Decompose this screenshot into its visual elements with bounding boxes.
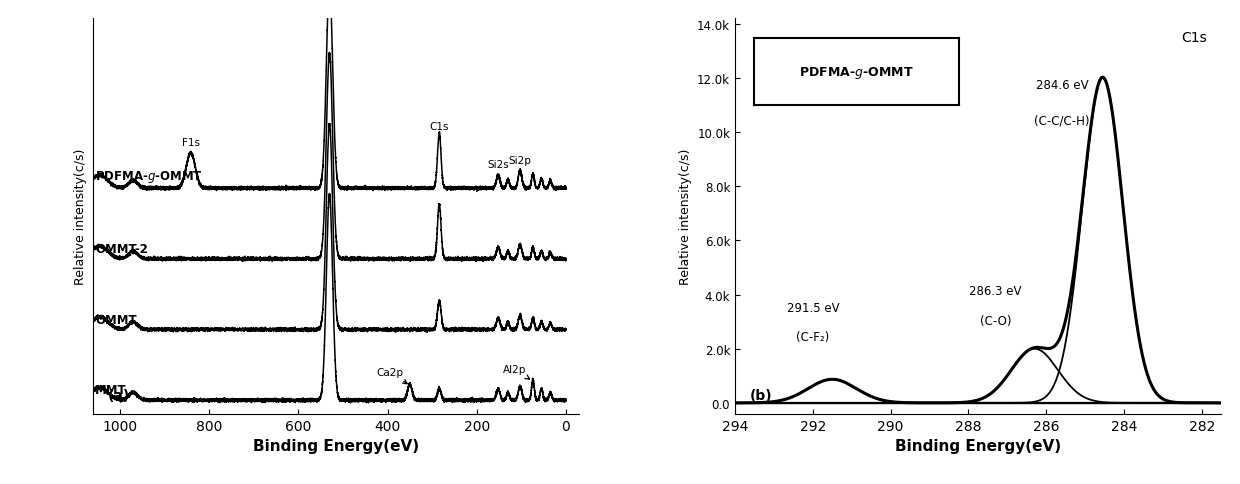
Text: 291.5 eV: 291.5 eV <box>786 301 839 314</box>
Text: Al2p: Al2p <box>503 364 529 379</box>
Text: 286.3 eV: 286.3 eV <box>970 285 1022 298</box>
Text: (C-C/C-H): (C-C/C-H) <box>1034 114 1090 127</box>
X-axis label: Binding Energy(eV): Binding Energy(eV) <box>895 438 1061 453</box>
Text: (C-F₂): (C-F₂) <box>796 331 830 344</box>
X-axis label: Binding Energy(eV): Binding Energy(eV) <box>253 438 419 453</box>
Text: PDFMA-$g$-OMMT: PDFMA-$g$-OMMT <box>95 169 203 185</box>
Text: C1s: C1s <box>1180 31 1207 45</box>
Text: Ca2p: Ca2p <box>376 367 407 384</box>
Text: MMT: MMT <box>95 383 126 396</box>
Text: Si2p: Si2p <box>508 156 532 166</box>
Y-axis label: Relative intensity(c/s): Relative intensity(c/s) <box>678 149 692 285</box>
Y-axis label: Relative intensity(c/s): Relative intensity(c/s) <box>74 149 88 285</box>
Text: (C-O): (C-O) <box>980 315 1012 327</box>
Text: (a): (a) <box>108 388 130 402</box>
Text: OMMT-2: OMMT-2 <box>95 242 148 256</box>
Text: C1s: C1s <box>429 121 449 132</box>
Text: 284.6 eV: 284.6 eV <box>1035 79 1089 92</box>
Text: F1s: F1s <box>182 137 200 148</box>
Text: Si2s: Si2s <box>487 160 510 170</box>
Text: (b): (b) <box>750 388 773 402</box>
Text: OMMT: OMMT <box>95 313 136 326</box>
